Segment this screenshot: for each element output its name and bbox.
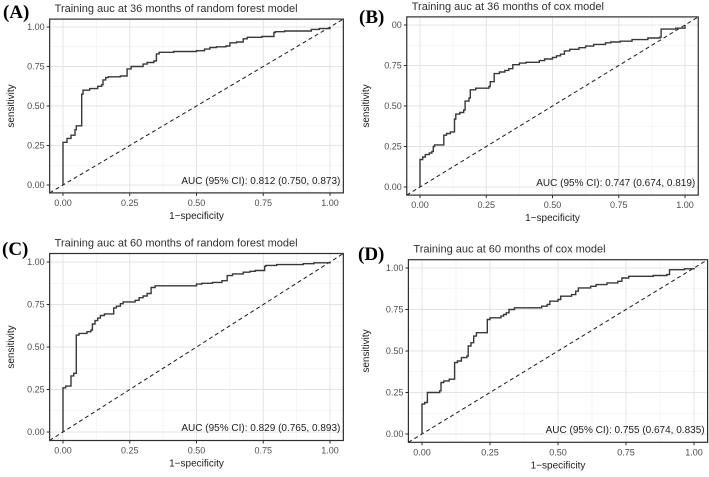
y-axis-title: sensitivity [361,329,372,372]
panel-title: Training auc at 60 months of cox model [413,244,605,256]
y-axis-title: sensitivity [6,84,17,127]
roc-panel-D: 0.00 0.25 0.50 0.75 1.00 0.00 0.25 0.50 0.75 1.00… [355,238,709,477]
y-tick-label: 1.00 [386,263,404,273]
x-axis-title: 1−specificity [525,213,580,224]
roc-curve [62,27,331,185]
panel-title: Training auc at 60 months of random fore… [55,238,298,250]
x-tick-label: 0.25 [481,447,499,457]
y-tick-label: 0.50 [386,346,404,356]
reference-diagonal [408,259,708,443]
roc-chart-D: 0.00 0.25 0.50 0.75 1.00 0.00 0.25 0.50 0.75 1.00… [355,238,709,477]
y-axis-title: sensitivity [6,325,17,368]
x-tick-label: 1.00 [321,446,339,456]
y-tick-label: 0.00 [384,182,402,192]
x-tick-label: 1.00 [321,198,339,208]
roc-panel-B: 0.00 0.25 0.50 0.75 1.00 0.00 0.25 0.50 0.75 00 1−… [355,0,709,238]
y-axis-title: sensitivity [361,84,372,127]
x-tick-label: 0.25 [121,446,139,456]
reference-diagonal [49,18,344,194]
y-tick-label: 0.00 [27,427,45,437]
y-tick-label: 0.75 [384,61,402,71]
y-tick-label: 1.00 [27,257,45,267]
auc-annotation: AUC (95% CI): 0.755 (0.674, 0.835) [546,425,705,436]
x-tick-label: 1.00 [676,200,694,210]
panel-label-B: (B) [359,7,385,28]
x-axis-title: 1−specificity [169,459,224,470]
panel-title: Training auc at 36 months of random fore… [55,3,298,15]
y-tick-label: 00 [392,20,402,30]
y-tick-label: 0.50 [384,101,402,111]
x-tick-label: 0.75 [617,447,635,457]
auc-annotation: AUC (95% CI): 0.829 (0.765, 0.893) [181,423,340,434]
x-tick-label: 0.50 [188,198,206,208]
roc-panel-A: 0.00 0.25 0.50 0.75 1.00 0.00 0.25 0.50 0.75 1.00… [0,0,355,238]
reference-diagonal [406,16,699,196]
roc-chart-B: 0.00 0.25 0.50 0.75 1.00 0.00 0.25 0.50 0.75 00 1−… [355,0,709,238]
x-tick-label: 0.25 [121,198,139,208]
x-tick-label: 0.75 [610,200,628,210]
y-tick-label: 0.75 [386,305,404,315]
y-tick-label: 0.00 [27,180,45,190]
x-tick-label: 0.25 [477,200,495,210]
reference-diagonal [49,253,344,441]
y-tick-label: 0.50 [27,101,45,111]
panel-label-A: (A) [3,2,30,23]
x-axis-title: 1−specificity [169,211,224,222]
roc-curve [419,25,686,187]
panel-label-C: (C) [2,239,29,260]
x-tick-label: 0.75 [254,198,272,208]
x-tick-label: 0.00 [413,447,431,457]
panel-title: Training auc at 36 months of cox model [412,1,604,13]
y-tick-label: 0.25 [27,385,45,395]
roc-chart-A: 0.00 0.25 0.50 0.75 1.00 0.00 0.25 0.50 0.75 1.00… [0,0,355,238]
auc-annotation: AUC (95% CI): 0.747 (0.674, 0.819) [536,178,695,189]
roc-curve [421,268,695,434]
auc-annotation: AUC (95% CI): 0.812 (0.750, 0.873) [181,176,340,187]
x-tick-label: 0.00 [54,198,72,208]
x-tick-label: 0.00 [411,200,429,210]
y-tick-label: 0.75 [27,300,45,310]
x-tick-label: 0.75 [254,446,272,456]
y-tick-label: 0.25 [384,142,402,152]
panel-label-D: (D) [358,244,385,265]
x-tick-label: 0.00 [54,446,72,456]
x-tick-label: 1.00 [685,447,703,457]
roc-chart-C: 0.00 0.25 0.50 0.75 1.00 0.00 0.25 0.50 0.75 1.00… [0,238,355,477]
x-tick-label: 0.50 [544,200,562,210]
x-tick-label: 0.50 [549,447,567,457]
roc-curve [62,262,331,432]
y-tick-label: 1.00 [27,22,45,32]
x-tick-label: 0.50 [188,446,206,456]
y-tick-label: 0.50 [27,342,45,352]
y-tick-label: 0.75 [27,62,45,72]
roc-panel-C: 0.00 0.25 0.50 0.75 1.00 0.00 0.25 0.50 0.75 1.00… [0,238,355,477]
y-tick-label: 0.25 [386,388,404,398]
y-tick-label: 0.25 [27,141,45,151]
y-tick-label: 0.00 [386,429,404,439]
x-axis-title: 1−specificity [531,460,586,471]
